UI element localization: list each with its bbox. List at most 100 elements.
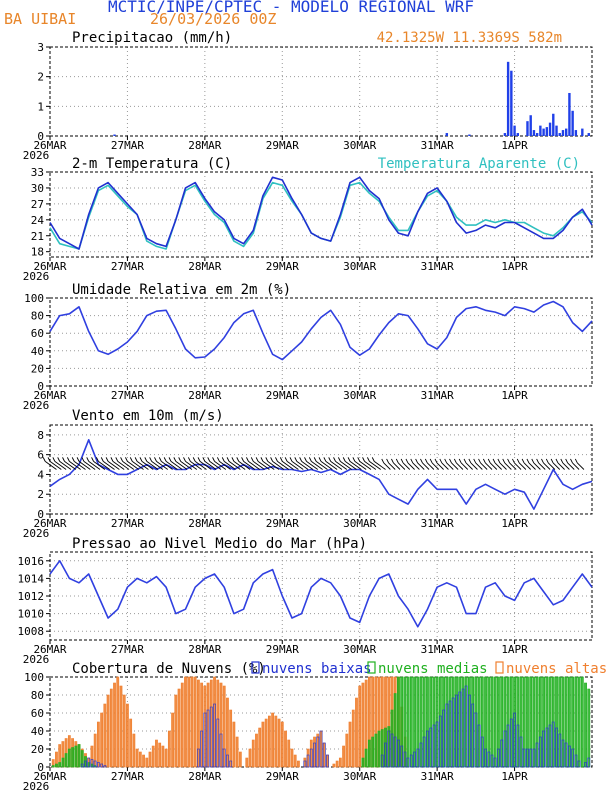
x-tick-label: 26MAR — [33, 517, 66, 530]
wind-barb — [199, 461, 212, 470]
high-cloud-bar — [116, 676, 120, 768]
humidity-title: Umidade Relativa em 2m (%) — [72, 282, 291, 298]
mid-cloud-bar — [580, 676, 584, 768]
temperature-title: 2-m Temperatura (C) — [72, 156, 232, 172]
mid-cloud-bar — [477, 676, 481, 768]
wind-barb-flag — [560, 458, 564, 464]
precip-bar — [558, 133, 561, 136]
y-tick-label: 40 — [31, 345, 44, 358]
wind-barb-flag — [178, 457, 182, 462]
mid-cloud-bar — [374, 733, 378, 768]
low-cloud-bar — [422, 736, 426, 768]
precip-bar — [513, 125, 516, 136]
x-tick-label: 29MAR — [266, 770, 299, 783]
wind-barb-flag — [328, 457, 332, 462]
high-cloud-bar — [151, 745, 155, 768]
high-cloud-bar — [167, 730, 171, 768]
precip-title: Precipitacao (mm/h) — [72, 30, 232, 46]
wind-barb-flag — [284, 457, 288, 462]
wind-barb — [286, 461, 299, 470]
wind-barb-flag — [487, 458, 491, 464]
low-cloud-bar — [561, 739, 565, 768]
wind-barb-flag — [318, 457, 322, 462]
low-cloud-bar — [429, 727, 433, 768]
mid-cloud-bar — [90, 763, 94, 768]
mid-cloud-bar — [522, 676, 526, 768]
mid-cloud-bar — [455, 676, 458, 768]
wind-barb-flag — [110, 457, 114, 462]
y-tick-label: 0 — [37, 380, 44, 393]
x-tick-label: 28MAR — [188, 389, 221, 402]
precip-bar — [506, 61, 510, 137]
mid-cloud-bar — [400, 676, 404, 768]
mid-cloud-bar — [516, 676, 520, 768]
mid-cloud-bar — [548, 676, 552, 768]
wind-barb-flag — [333, 457, 336, 462]
x-tick-label: 31MAR — [421, 643, 454, 656]
wind-barb — [209, 461, 222, 470]
precip-bar — [539, 125, 542, 136]
mid-cloud-bar — [419, 676, 423, 768]
wind-barb-flag — [367, 457, 370, 462]
low-cloud-bar — [96, 762, 100, 768]
wind-barb-flag — [424, 458, 428, 464]
precip-bar — [542, 128, 545, 136]
wind-barb-flag — [536, 458, 540, 464]
low-cloud-bar — [500, 739, 504, 768]
wind-barb-flag — [439, 458, 443, 464]
high-cloud-bar — [235, 736, 239, 768]
wind-barb-flag — [555, 458, 559, 464]
mid-cloud-bar — [361, 757, 365, 768]
x-tick-label: 30MAR — [343, 389, 376, 402]
wind-barb — [214, 461, 227, 470]
low-cloud-bar — [542, 730, 546, 768]
precip-bar — [552, 113, 555, 136]
high-cloud-bar — [109, 688, 113, 768]
wind-barb — [83, 461, 96, 470]
high-cloud-bar — [206, 682, 210, 768]
low-cloud-bar — [464, 685, 468, 768]
wind-barb — [364, 461, 377, 470]
mid-cloud-bar — [555, 676, 558, 768]
high-cloud-bar — [303, 757, 307, 768]
precip-bar — [545, 127, 549, 136]
wind-barb-flag — [71, 457, 75, 462]
high-cloud-bar — [138, 751, 142, 768]
precip-bar — [113, 134, 116, 136]
wind-barb-flag — [91, 457, 94, 462]
low-cloud-bar — [226, 754, 229, 768]
high-cloud-bar — [255, 733, 258, 768]
wind-barb — [518, 462, 527, 470]
low-cloud-bar — [426, 730, 429, 768]
low-cloud-bar — [458, 691, 462, 768]
low-cloud-bar — [438, 715, 442, 768]
wind-barb — [475, 462, 483, 470]
wind-barb-flag — [144, 457, 148, 462]
y-tick-label: 20 — [31, 743, 44, 756]
mid-cloud-bar — [529, 676, 533, 768]
x-tick-label: 28MAR — [188, 517, 221, 530]
temperature-line — [49, 176, 593, 250]
wind-barb-flag — [405, 458, 409, 464]
x-tick-label: 27MAR — [111, 139, 144, 152]
mid-cloud-bar — [490, 676, 494, 768]
wind-barb — [233, 461, 246, 470]
low-cloud-bar — [322, 742, 326, 768]
wind-barb — [107, 461, 120, 470]
x-tick-label: 26MAR — [33, 643, 66, 656]
y-tick-label: 20 — [31, 362, 44, 375]
y-tick-label: 1010 — [18, 608, 45, 621]
wind-barb-flag — [66, 457, 70, 462]
wind-barb-flag — [342, 457, 346, 462]
wind-barb — [335, 461, 348, 470]
x-tick-label: 28MAR — [188, 770, 221, 783]
mid-cloud-bar — [561, 676, 565, 768]
mid-cloud-bar — [513, 676, 516, 768]
wind-barb — [238, 461, 251, 470]
wind-barb — [117, 461, 130, 470]
high-cloud-bar — [213, 676, 216, 768]
low-cloud-bar — [506, 724, 510, 768]
mid-cloud-bar — [438, 676, 442, 768]
wind-barb-flag — [449, 458, 452, 464]
low-cloud-bar — [84, 760, 87, 768]
